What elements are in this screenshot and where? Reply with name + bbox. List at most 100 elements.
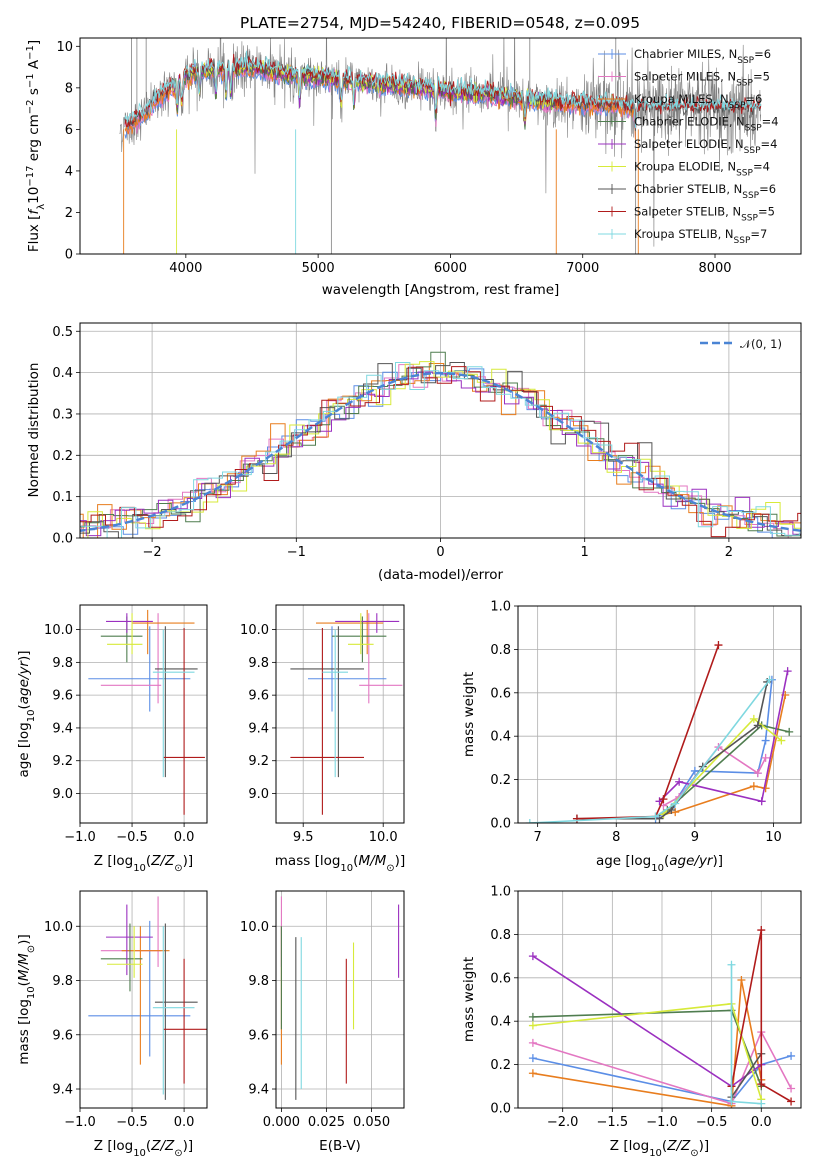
series-marker-salpeter_elodie bbox=[757, 797, 766, 806]
y-tick-label: 0.0 bbox=[490, 817, 511, 832]
series-marker-chabrier_miles bbox=[690, 766, 699, 775]
y-tick-label: 10.0 bbox=[44, 920, 73, 935]
y-tick-label: 0.8 bbox=[490, 928, 511, 943]
panel-spectrum: 4000 5000 6000 7000 8000 0 2 4 6 8 10 wavelength [A… bbox=[25, 37, 802, 298]
panel-massweight_vs_age: 7 8 9 10 0.0 0.2 0.4 0.6 0.8 1.0 age [log10(age/yr… bbox=[461, 600, 802, 874]
legend-label-salpeter_stelib: Salpeter STELIB, NSSP=5 bbox=[634, 205, 775, 224]
y-tick-label: 9.2 bbox=[52, 754, 73, 769]
y-tick-label: 9.8 bbox=[52, 656, 73, 671]
series-marker-salpeter_miles bbox=[753, 769, 762, 778]
x-axis-label: mass [log10(M/M⊙)] bbox=[275, 853, 405, 874]
legend-label-chabrier_elodie: Chabrier ELODIE, NSSP=4 bbox=[634, 115, 779, 134]
plot-area bbox=[528, 926, 796, 1108]
histogram-kroupa_stelib bbox=[80, 362, 801, 538]
y-tick-label: 10.0 bbox=[240, 623, 269, 638]
y-tick-label: 0.5 bbox=[52, 325, 73, 340]
y-tick-label: 9.4 bbox=[52, 721, 73, 736]
y-tick-label: 9.6 bbox=[248, 1028, 269, 1043]
x-axis-label: age [log10(age/yr)] bbox=[596, 853, 723, 874]
x-tick-label: 0.0 bbox=[751, 1115, 772, 1130]
legend-label-kroupa_stelib: Kroupa STELIB, NSSP=7 bbox=[634, 227, 767, 246]
x-axis-label: (data-model)/error bbox=[378, 567, 504, 583]
normal-curve bbox=[80, 371, 801, 533]
legend-label-normal: 𝒩(0, 1) bbox=[740, 337, 782, 351]
y-axis-label: mass weight bbox=[461, 957, 477, 1042]
y-tick-label: 0.6 bbox=[490, 971, 511, 986]
series-marker-kroupa_miles bbox=[749, 782, 758, 791]
series-line-kroupa_stelib bbox=[529, 679, 771, 823]
y-tick-label: 9.8 bbox=[248, 656, 269, 671]
y-tick-label: 0.1 bbox=[52, 490, 73, 505]
y-tick-label: 0.0 bbox=[490, 1102, 511, 1117]
series-marker-salpeter_miles bbox=[528, 1038, 537, 1047]
plot-area bbox=[119, 38, 762, 254]
y-tick-label: 9.6 bbox=[52, 689, 73, 704]
series-marker-chabrier_miles bbox=[528, 1054, 537, 1063]
y-tick-label: 9.6 bbox=[248, 689, 269, 704]
series-marker-salpeter_miles bbox=[787, 1084, 796, 1093]
y-axis-label: mass [log10(M/M⊙)] bbox=[16, 934, 37, 1064]
legend-label-chabrier_stelib: Chabrier STELIB, NSSP=6 bbox=[634, 182, 776, 201]
x-tick-label: −2.0 bbox=[547, 1115, 579, 1130]
y-tick-label: 0.2 bbox=[490, 1058, 511, 1073]
x-tick-label: −1.0 bbox=[646, 1115, 678, 1130]
x-axis-label: E(B-V) bbox=[319, 1138, 361, 1154]
x-tick-label: 0.050 bbox=[353, 1115, 390, 1130]
x-tick-label: 0.0 bbox=[174, 1115, 195, 1130]
y-tick-label: 9.4 bbox=[52, 1083, 73, 1098]
x-tick-label: 6000 bbox=[434, 261, 467, 276]
histogram-kroupa_miles bbox=[80, 363, 801, 538]
series-marker-kroupa_stelib bbox=[757, 1099, 766, 1108]
x-tick-label: 4000 bbox=[169, 261, 202, 276]
axes-frame bbox=[79, 37, 802, 255]
series-marker-salpeter_stelib bbox=[714, 641, 723, 650]
series-marker-chabrier_miles bbox=[787, 1051, 796, 1060]
panel-mass_vs_ebv: 0.000 0.025 0.050 9.4 9.6 9.8 10.0 E(B-V) bbox=[240, 890, 405, 1154]
series-marker-kroupa_stelib bbox=[525, 819, 534, 823]
axes-frame bbox=[275, 604, 405, 824]
series-marker-kroupa_stelib bbox=[727, 1097, 736, 1106]
series-marker-kroupa_stelib bbox=[651, 812, 660, 821]
legend-label-salpeter_miles: Salpeter MILES, NSSP=5 bbox=[634, 70, 770, 89]
series-marker-chabrier_miles bbox=[761, 736, 770, 745]
spectrum-model-kroupa_stelib bbox=[124, 50, 762, 129]
y-tick-label: 0.6 bbox=[490, 686, 511, 701]
x-tick-label: −1.5 bbox=[597, 1115, 629, 1130]
x-axis-label: Z [log10(Z/Z⊙)] bbox=[94, 1138, 193, 1159]
axes-frame bbox=[79, 322, 802, 539]
x-tick-label: −0.5 bbox=[116, 1115, 148, 1130]
y-tick-label: 9.0 bbox=[52, 787, 73, 802]
x-tick-label: 7 bbox=[534, 830, 542, 845]
x-tick-label: −2 bbox=[143, 545, 162, 560]
x-tick-label: 5000 bbox=[302, 261, 335, 276]
series-line-chabrier_stelib bbox=[730, 1053, 762, 1098]
y-axis-label: Normed distribution bbox=[26, 363, 42, 498]
series-marker-kroupa_miles bbox=[528, 1069, 537, 1078]
y-tick-label: 9.2 bbox=[248, 754, 269, 769]
series-line-salpeter_miles bbox=[532, 1030, 792, 1105]
x-tick-label: 9 bbox=[691, 830, 699, 845]
plot-area bbox=[290, 609, 403, 815]
legend-label-kroupa_miles: Kroupa MILES, NSSP=6 bbox=[634, 92, 762, 111]
histogram-chabrier_elodie bbox=[80, 351, 801, 537]
x-tick-label: 1 bbox=[581, 545, 589, 560]
x-tick-label: −1 bbox=[287, 545, 306, 560]
series-line-kroupa_miles bbox=[532, 979, 763, 1107]
y-tick-label: 0.8 bbox=[490, 643, 511, 658]
y-tick-label: 1.0 bbox=[490, 885, 511, 900]
y-tick-label: 9.4 bbox=[248, 721, 269, 736]
y-axis-label: mass weight bbox=[461, 672, 477, 757]
x-tick-label: 7000 bbox=[566, 261, 599, 276]
y-tick-label: 10.0 bbox=[44, 623, 73, 638]
x-tick-label: 0.000 bbox=[263, 1115, 300, 1130]
series-marker-salpeter_stelib bbox=[757, 1080, 766, 1089]
x-tick-label: −1.0 bbox=[64, 830, 96, 845]
y-tick-label: 0.3 bbox=[52, 407, 73, 422]
series-marker-chabrier_stelib bbox=[753, 721, 762, 730]
series-marker-chabrier_stelib bbox=[667, 805, 676, 814]
series-marker-chabrier_elodie bbox=[785, 727, 794, 736]
series-marker-salpeter_stelib bbox=[757, 926, 766, 935]
series-marker-salpeter_elodie bbox=[783, 667, 792, 676]
axes-frame bbox=[79, 604, 208, 824]
